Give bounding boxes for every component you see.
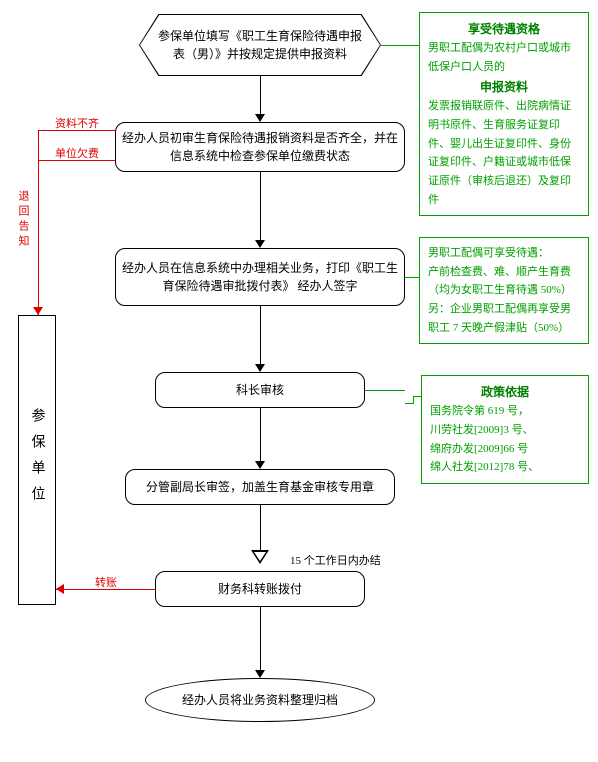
line-step6-step7 [260, 607, 261, 672]
side3-l3: 绵府办发[2009]66 号 [430, 440, 580, 459]
step5: 分管副局长审签，加盖生育基金审核专用章 [125, 469, 395, 505]
side-box-policy: 政策依据 国务院令第 619 号， 川劳社发[2009]3 号、 绵府办发[20… [421, 375, 589, 484]
side3-l4: 绵人社发[2012]78 号、 [430, 458, 580, 477]
line-step5-step6 [260, 505, 261, 550]
unit-box: 参保单位 [18, 315, 56, 605]
line-step2-step3 [260, 172, 261, 242]
conn-step4-side3c [413, 396, 421, 397]
side2-l2: 产前检查费、难、顺产生育费（均为女职工生育待遇 50%） [428, 263, 580, 300]
side1-title2: 申报资料 [428, 77, 580, 97]
line-step4-step5 [260, 408, 261, 463]
step4: 科长审核 [155, 372, 365, 408]
conn-step3-side2 [405, 277, 419, 278]
side1-title1: 享受待遇资格 [428, 19, 580, 39]
line-step3-step4 [260, 306, 261, 366]
step6: 财务科转账拨付 [155, 571, 365, 607]
line-hex-step2 [260, 76, 261, 116]
start-hex: 参保单位填写《职工生育保险待遇申报表（男）》并按规定提供申报资料 [140, 15, 380, 75]
label-transfer: 转账 [95, 574, 117, 590]
step3-text: 经办人员在信息系统中办理相关业务，打印《职工生育保险待遇审批拨付表》 经办人签字 [122, 259, 398, 295]
arrow-red-left [56, 584, 64, 594]
label-red2: 单位欠费 [55, 145, 99, 161]
side2-l1: 男职工配偶可享受待遇： [428, 244, 580, 263]
line-red-vert [38, 130, 39, 315]
step2: 经办人员初审生育保险待遇报销资料是否齐全，并在信息系统中检查参保单位缴费状态 [115, 122, 405, 172]
side3-l1: 国务院令第 619 号， [430, 402, 580, 421]
label-return: 退回告知 [15, 190, 31, 250]
side2-l3: 另：企业男职工配偶再享受男职工 7 天晚产假津贴（50%） [428, 300, 580, 337]
conn-hex-side1 [381, 45, 419, 46]
side3-l2: 川劳社发[2009]3 号、 [430, 421, 580, 440]
arrow-step6-step7 [255, 670, 265, 678]
arrow-hex-step2 [255, 114, 265, 122]
arrow-step4-step5 [255, 461, 265, 469]
conn-step4-side3b [413, 396, 414, 404]
side1-p1: 男职工配偶为农村户口或城市低保户口人员的 [428, 39, 580, 76]
arrow-red-down [33, 307, 43, 315]
step2-text: 经办人员初审生育保险待遇报销资料是否齐全，并在信息系统中检查参保单位缴费状态 [122, 129, 398, 165]
unit-box-text: 参保单位 [27, 408, 48, 512]
label-red1: 资料不齐 [55, 115, 99, 131]
side1-p2: 发票报销联原件、出院病情证明书原件、生育服务证复印件、婴儿出生证复印件、身份证复… [428, 97, 580, 209]
step5-text: 分管副局长审签，加盖生育基金审核专用章 [146, 478, 374, 496]
label-deadline: 15 个工作日内办结 [290, 552, 381, 568]
side3-title: 政策依据 [430, 382, 580, 402]
arrow-step3-step4 [255, 364, 265, 372]
hollow-arrow-icon [251, 550, 269, 564]
start-hex-text: 参保单位填写《职工生育保险待遇申报表（男）》并按规定提供申报资料 [158, 27, 362, 63]
step3: 经办人员在信息系统中办理相关业务，打印《职工生育保险待遇审批拨付表》 经办人签字 [115, 248, 405, 306]
conn-step4-side3a [405, 403, 413, 404]
step4-text: 科长审核 [236, 381, 284, 399]
conn-step4-right [365, 390, 405, 391]
step7-text: 经办人员将业务资料整理归档 [182, 691, 338, 709]
step6-text: 财务科转账拨付 [218, 580, 302, 598]
side-box-eligibility: 享受待遇资格 男职工配偶为农村户口或城市低保户口人员的 申报资料 发票报销联原件… [419, 12, 589, 216]
arrow-step2-step3 [255, 240, 265, 248]
side-box-benefits: 男职工配偶可享受待遇： 产前检查费、难、顺产生育费（均为女职工生育待遇 50%）… [419, 237, 589, 344]
step7: 经办人员将业务资料整理归档 [145, 678, 375, 722]
